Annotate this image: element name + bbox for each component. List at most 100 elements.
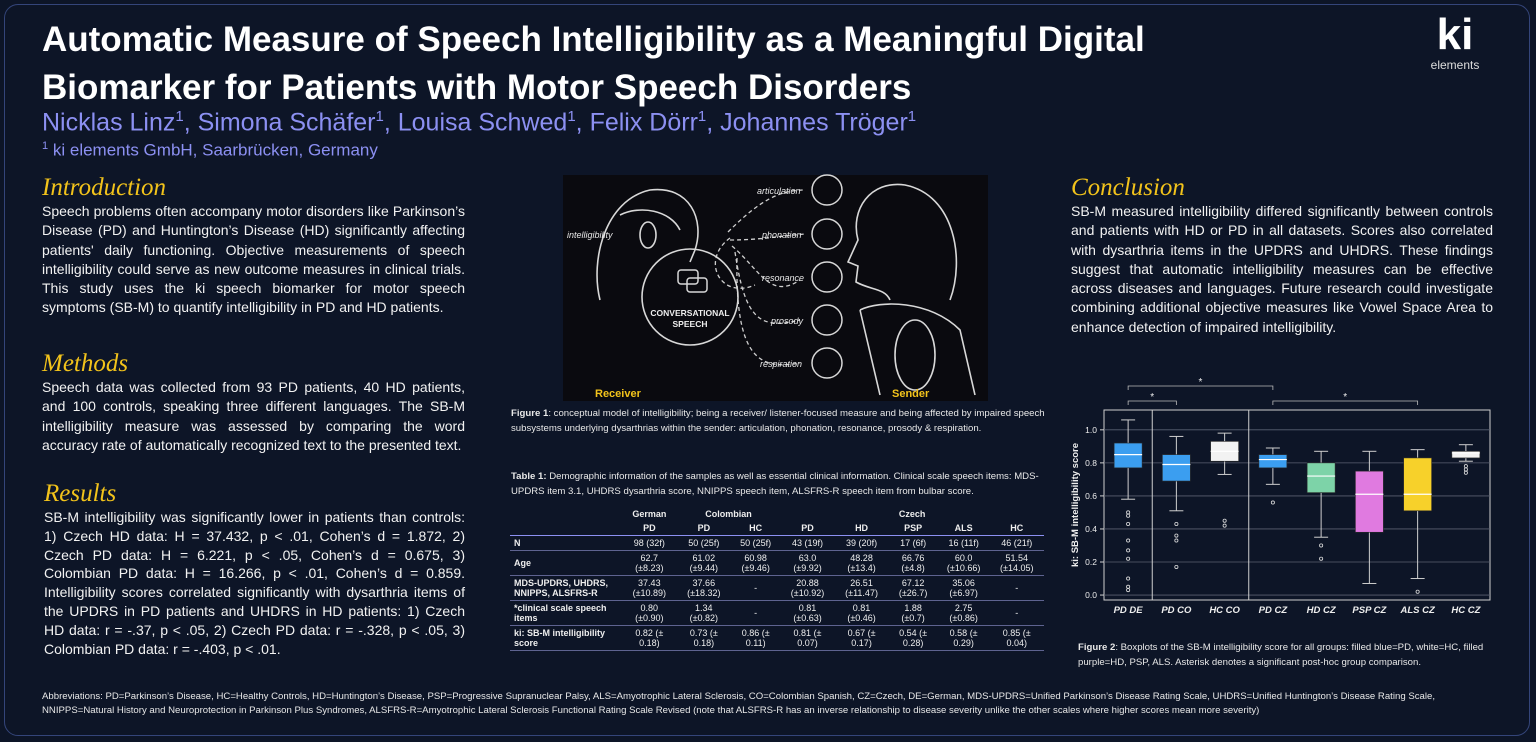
authors: Nicklas Linz1, Simona Schäfer1, Louisa S… bbox=[42, 108, 916, 137]
table-cell: 37.43 (±10.89) bbox=[622, 575, 677, 601]
significance-mark: * bbox=[1150, 392, 1154, 403]
author-separator: , bbox=[575, 108, 583, 137]
logo-mark: ki bbox=[1436, 10, 1474, 59]
conclusion: Conclusion SB-M measured intelligibility… bbox=[1071, 174, 1493, 337]
subsystem-icons bbox=[677, 174, 843, 379]
row-label: Age bbox=[510, 550, 622, 576]
box bbox=[1162, 454, 1191, 482]
figure-panel bbox=[563, 175, 988, 401]
figure-label: respiration bbox=[760, 359, 802, 369]
table-row: ki: SB-M intelligibility score 0.82 (± 0.… bbox=[510, 625, 1044, 651]
x-tick-label: PD CO bbox=[1161, 605, 1192, 616]
section-heading: Introduction bbox=[42, 174, 167, 201]
author-affiliation: 1 bbox=[907, 108, 917, 125]
x-tick-label: ALS CZ bbox=[1399, 605, 1436, 616]
outlier bbox=[1174, 538, 1179, 543]
table1-caption: Table 1: Demographic information of the … bbox=[511, 469, 1045, 499]
section-heading: Conclusion bbox=[1071, 174, 1185, 201]
column-header: HD bbox=[834, 521, 889, 536]
caption-label: Table 1: bbox=[511, 471, 547, 482]
box bbox=[1306, 462, 1336, 493]
y-tick-label: 0.4 bbox=[1085, 524, 1097, 534]
significance-bracket bbox=[1272, 400, 1419, 405]
table-cell: - bbox=[989, 600, 1044, 626]
column-header: PSP bbox=[888, 521, 938, 536]
sound-paths bbox=[714, 189, 806, 366]
caption-text: : conceptual model of intelligibility; b… bbox=[511, 408, 1045, 434]
table-cell: 0.80 (±0.90) bbox=[622, 600, 677, 626]
table-head: German Colombian Czech PD PD HC PD HD PSP ALS HC bbox=[510, 507, 1044, 536]
outlier bbox=[1126, 513, 1131, 518]
frame bbox=[4, 4, 1530, 736]
author-name: Felix Dörr bbox=[589, 108, 698, 137]
author-affiliation: 1 bbox=[375, 108, 384, 125]
title-line: Biomarker for Patients with Motor Speech… bbox=[42, 68, 912, 107]
table-body: N 98 (32f) 50 (25f) 50 (25f) 43 (19f) 39 (20f… bbox=[510, 535, 1044, 651]
outlier bbox=[1126, 548, 1131, 553]
row-label: MDS-UPDRS, UHDRS, NNIPPS, ALSFRS-R bbox=[510, 575, 622, 601]
center-label: SPEECH bbox=[673, 319, 708, 329]
significance-mark: * bbox=[1343, 392, 1347, 403]
y-axis-label: ki: SB-M intelligibility score bbox=[1070, 443, 1081, 567]
table-cell: 37.66 (±18.32) bbox=[676, 575, 731, 601]
plot-area bbox=[1103, 409, 1491, 601]
group-header: Czech bbox=[898, 509, 926, 519]
table-cell: 0.81 (± 0.07) bbox=[780, 625, 835, 651]
figure2-chart: 0.0 0.2 0.4 0.6 0.8 1.0 ki: SB-M intelligibili… bbox=[1070, 377, 1491, 616]
author-name: Nicklas Linz bbox=[42, 108, 176, 137]
speech-circle bbox=[641, 248, 739, 346]
table-cell: 35.06 (±6.97) bbox=[937, 575, 990, 601]
receiver-label: Receiver bbox=[595, 388, 642, 400]
x-tick-label: PD CZ bbox=[1259, 605, 1289, 616]
table-cell: 50 (25f) bbox=[676, 535, 731, 551]
table-cell: 0.73 (± 0.18) bbox=[676, 625, 731, 651]
section-text: Speech data was collected from 93 PD pat… bbox=[42, 379, 465, 453]
box bbox=[1113, 442, 1143, 469]
author-affiliation: 1 bbox=[175, 108, 184, 125]
figure-label: intelligibility bbox=[567, 230, 613, 240]
table-row: Age 62.7 (±8.23) 61.02 (±9.44) 60.98 (±9.46… bbox=[510, 550, 1044, 576]
author-name: Johannes Tröger bbox=[720, 108, 908, 137]
table-cell: 17 (6f) bbox=[888, 535, 938, 551]
row-label: N bbox=[510, 535, 622, 551]
table-cell: 0.58 (± 0.29) bbox=[937, 625, 990, 651]
caption-text: : Boxplots of the SB-M intelligibility s… bbox=[1078, 642, 1484, 668]
table-cell: 66.76 (±4.8) bbox=[888, 550, 938, 576]
author-name: Simona Schäfer bbox=[197, 108, 376, 137]
outlier bbox=[1270, 500, 1275, 505]
author-affiliation: 1 bbox=[697, 108, 707, 125]
outlier bbox=[1463, 470, 1468, 475]
group-header: German bbox=[632, 509, 667, 519]
column-header: PD bbox=[780, 521, 835, 536]
y-tick-label: 0.6 bbox=[1085, 491, 1097, 501]
table-cell: - bbox=[989, 575, 1044, 601]
logo-text: elements bbox=[1430, 58, 1480, 72]
table-row: N 98 (32f) 50 (25f) 50 (25f) 43 (19f) 39 (20f… bbox=[510, 535, 1044, 551]
caption-label: Figure 1 bbox=[511, 408, 549, 419]
figure-label: resonance bbox=[762, 273, 804, 283]
x-tick-label: HC CO bbox=[1209, 605, 1240, 616]
column-header: HC bbox=[731, 521, 781, 536]
heads bbox=[596, 183, 976, 396]
figure2-caption: Figure 2: Boxplots of the SB-M intelligi… bbox=[1078, 640, 1498, 670]
significance-bracket bbox=[1127, 400, 1177, 405]
outlier bbox=[1222, 523, 1227, 528]
figure1-caption: Figure 1: conceptual model of intelligib… bbox=[511, 406, 1045, 436]
table-cell: 51.54 (±14.05) bbox=[989, 550, 1044, 576]
affiliation-mark: 1 bbox=[42, 140, 49, 152]
table-cell: 63.0 (±9.92) bbox=[780, 550, 835, 576]
outlier bbox=[1174, 533, 1179, 538]
figure-labels: intelligibility articulation phonation r… bbox=[567, 186, 804, 369]
table-cell: 26.51 (±11.47) bbox=[834, 575, 889, 601]
corner-cell bbox=[510, 521, 622, 536]
y-tick-label: 0.2 bbox=[1085, 557, 1097, 567]
title-line: Automatic Measure of Speech Intelligibil… bbox=[42, 20, 1145, 59]
center-label: CONVERSATIONAL bbox=[650, 308, 729, 318]
outlier bbox=[1319, 543, 1324, 548]
affiliation: 1 ki elements GmbH, Saarbrücken, Germany bbox=[42, 140, 378, 161]
table-cell: 1.88 (±0.7) bbox=[888, 600, 938, 626]
section-text: SB-M measured intelligibility differed s… bbox=[1071, 203, 1493, 335]
sender-label: Sender bbox=[892, 388, 930, 400]
y-tick-label: 1.0 bbox=[1085, 425, 1097, 435]
